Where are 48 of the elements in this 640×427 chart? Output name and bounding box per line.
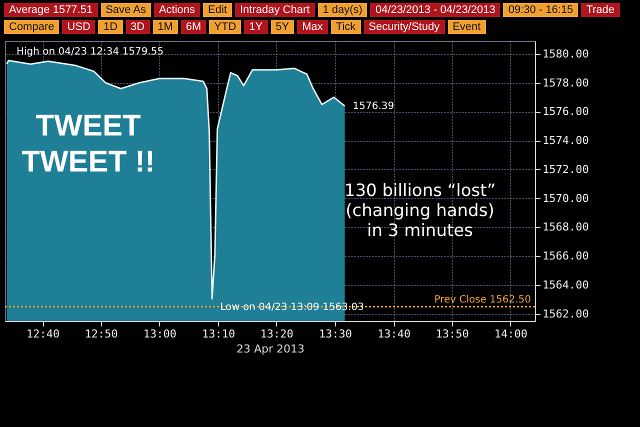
x-axis-title: 23 Apr 2013: [236, 342, 305, 356]
text: 1Y: [244, 20, 268, 34]
annotation: Low on 04/23 13:09 1563.03: [220, 302, 364, 313]
text: 09:30 - 16:15: [503, 3, 578, 17]
y-tick-label: 1578.00: [542, 76, 589, 90]
annotation: 1576.39: [352, 101, 394, 112]
text: Actions: [154, 3, 200, 17]
y-tick-label: 1580.00: [542, 47, 589, 60]
text: Event: [448, 20, 486, 34]
text: Save As: [100, 3, 151, 17]
text: 6M: [180, 20, 206, 34]
x-tick-label: 13:10: [202, 328, 236, 340]
y-tick-label: 1562.00: [542, 307, 589, 320]
y-tick-label: 1570.00: [542, 192, 589, 205]
text: 1M: [152, 20, 178, 34]
annotation: 130 billions “lost” (changing hands) in 3 minutes: [344, 181, 496, 241]
text: Max: [297, 20, 328, 34]
x-tick-label: 13:30: [318, 328, 352, 340]
x-tick-label: 12:40: [26, 328, 60, 340]
text: Intraday Chart: [235, 3, 315, 17]
x-tick-label: 14:00: [494, 328, 528, 340]
text: Edit: [203, 3, 232, 17]
y-tick-label: 1574.00: [542, 134, 589, 148]
text: 1D: [98, 20, 123, 34]
y-tick-label: 1566.00: [542, 250, 589, 263]
x-tick-label: 13:00: [143, 328, 176, 340]
text: Trade: [581, 3, 620, 17]
text: Security/Study: [364, 20, 445, 34]
y-tick-label: 1568.00: [542, 220, 589, 234]
ref-line-label: Prev Close 1562.50: [434, 294, 531, 306]
text: Tick: [330, 20, 361, 34]
annotation: TWEET TWEET !!: [22, 109, 155, 178]
x-tick-label: 12:50: [84, 328, 118, 340]
text: Compare: [4, 20, 60, 34]
text: 5Y: [270, 20, 294, 34]
text: YTD: [209, 20, 242, 34]
y-tick-label: 1572.00: [542, 162, 589, 176]
x-tick-label: 13:40: [377, 328, 411, 340]
x-tick-label: 13:20: [260, 328, 294, 340]
annotation: High on 04/23 12:34 1579.55: [16, 46, 164, 58]
text: 04/23/2013 - 04/23/2013: [370, 3, 500, 17]
y-tick-label: 1576.00: [542, 105, 589, 118]
text: Average 1577.51: [4, 3, 98, 17]
text: 3D: [126, 20, 150, 34]
y-tick-label: 1564.00: [542, 278, 589, 292]
text: 1 day(s): [318, 3, 368, 17]
text: USD: [62, 20, 96, 34]
x-tick-label: 13:50: [436, 328, 469, 340]
